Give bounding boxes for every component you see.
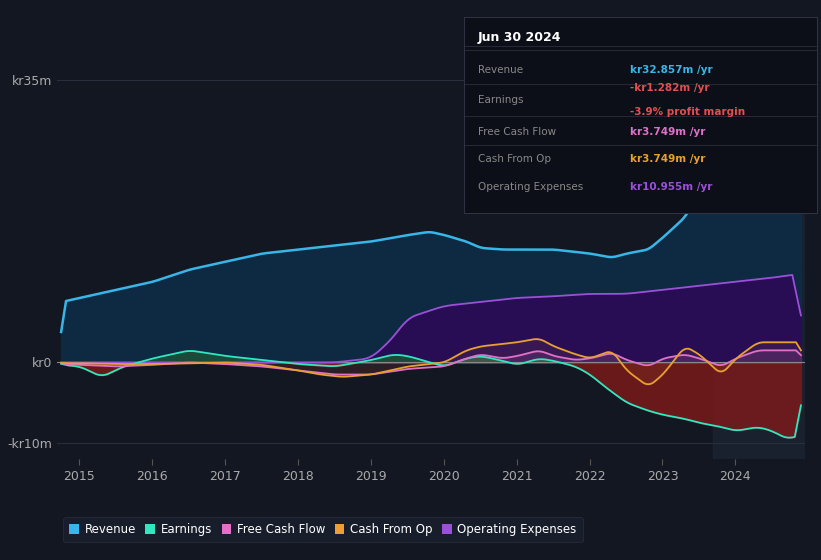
Text: Earnings: Earnings xyxy=(478,95,524,105)
Text: kr3.749m /yr: kr3.749m /yr xyxy=(630,128,705,137)
Text: Free Cash Flow: Free Cash Flow xyxy=(478,128,556,137)
Bar xyxy=(713,56,805,459)
Text: Operating Expenses: Operating Expenses xyxy=(478,183,583,192)
Text: -3.9% profit margin: -3.9% profit margin xyxy=(630,107,745,117)
Text: kr10.955m /yr: kr10.955m /yr xyxy=(630,183,712,192)
Text: kr32.857m /yr: kr32.857m /yr xyxy=(630,65,713,74)
Text: Jun 30 2024: Jun 30 2024 xyxy=(478,31,562,44)
Text: Cash From Op: Cash From Op xyxy=(478,154,551,164)
Text: Revenue: Revenue xyxy=(478,65,523,74)
Legend: Revenue, Earnings, Free Cash Flow, Cash From Op, Operating Expenses: Revenue, Earnings, Free Cash Flow, Cash … xyxy=(63,517,583,542)
Text: kr3.749m /yr: kr3.749m /yr xyxy=(630,154,705,164)
Text: -kr1.282m /yr: -kr1.282m /yr xyxy=(630,83,709,94)
